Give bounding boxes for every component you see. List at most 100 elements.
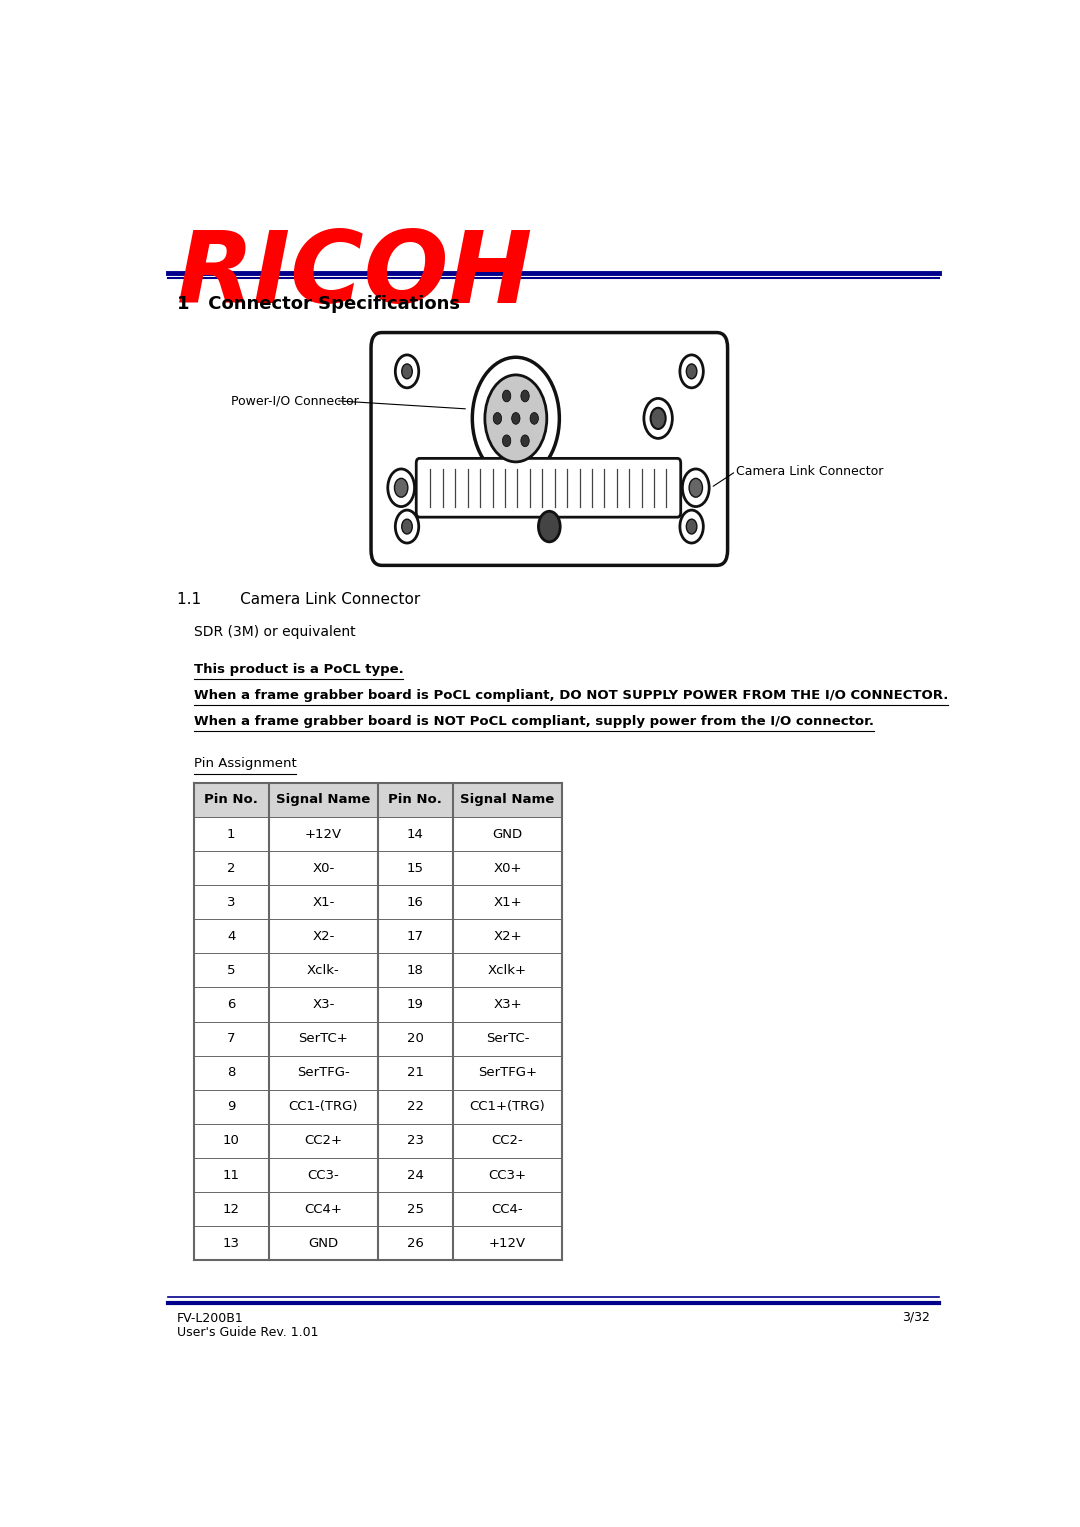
Text: SerTFG+: SerTFG+	[478, 1066, 537, 1080]
Text: CC1-(TRG): CC1-(TRG)	[288, 1101, 359, 1113]
Text: When a frame grabber board is PoCL compliant, DO NOT SUPPLY POWER FROM THE I/O C: When a frame grabber board is PoCL compl…	[193, 689, 948, 702]
Text: X3-: X3-	[312, 999, 335, 1011]
Bar	[193, 1226, 562, 1260]
Text: 10: 10	[222, 1135, 240, 1147]
Text: GND: GND	[492, 828, 523, 840]
Bar	[193, 953, 562, 988]
Text: 23: 23	[407, 1135, 423, 1147]
Circle shape	[502, 389, 511, 402]
Text: 21: 21	[407, 1066, 423, 1080]
Text: 9: 9	[227, 1101, 235, 1113]
Text: 4: 4	[227, 930, 235, 942]
Circle shape	[680, 354, 703, 388]
Text: Pin Assignment: Pin Assignment	[193, 757, 296, 770]
Text: When a frame grabber board is NOT PoCL compliant, supply power from the I/O conn: When a frame grabber board is NOT PoCL c…	[193, 715, 874, 728]
Text: SDR (3M) or equivalent: SDR (3M) or equivalent	[193, 626, 355, 640]
Text: This product is a PoCL type.: This product is a PoCL type.	[193, 663, 403, 676]
Text: RICOH: RICOH	[177, 226, 534, 324]
Text: +12V: +12V	[489, 1237, 526, 1249]
Text: 26: 26	[407, 1237, 423, 1249]
Bar	[193, 886, 562, 919]
Text: 8: 8	[227, 1066, 235, 1080]
Circle shape	[502, 435, 511, 447]
Circle shape	[394, 478, 408, 498]
Circle shape	[521, 389, 529, 402]
Text: CC3-: CC3-	[308, 1168, 339, 1182]
Circle shape	[521, 435, 529, 447]
Text: CC4-: CC4-	[491, 1203, 524, 1215]
Text: 18: 18	[407, 964, 423, 977]
Circle shape	[686, 363, 697, 379]
FancyBboxPatch shape	[372, 333, 728, 565]
Bar	[193, 1055, 562, 1090]
Text: CC4+: CC4+	[305, 1203, 342, 1215]
Text: Pin No.: Pin No.	[204, 794, 258, 806]
Bar	[193, 1124, 562, 1157]
Circle shape	[485, 376, 546, 461]
Text: 6: 6	[227, 999, 235, 1011]
Text: 20: 20	[407, 1032, 423, 1044]
Text: CC2-: CC2-	[491, 1135, 524, 1147]
Text: 5: 5	[227, 964, 235, 977]
Text: Power-I/O Connector: Power-I/O Connector	[231, 394, 359, 408]
Text: 25: 25	[407, 1203, 423, 1215]
Circle shape	[683, 469, 710, 507]
Text: 15: 15	[407, 861, 423, 875]
Text: +12V: +12V	[305, 828, 342, 840]
Text: 17: 17	[407, 930, 423, 942]
Text: SerTFG-: SerTFG-	[297, 1066, 350, 1080]
Text: 16: 16	[407, 896, 423, 909]
Text: Camera Link Connector: Camera Link Connector	[735, 464, 883, 478]
Text: X1+: X1+	[494, 896, 522, 909]
Bar	[193, 1090, 562, 1124]
Text: X3+: X3+	[494, 999, 522, 1011]
Text: 1.1        Camera Link Connector: 1.1 Camera Link Connector	[177, 592, 420, 608]
Bar	[193, 817, 562, 851]
Circle shape	[402, 363, 413, 379]
Circle shape	[650, 408, 665, 429]
Text: CC3+: CC3+	[488, 1168, 526, 1182]
Text: 11: 11	[222, 1168, 240, 1182]
Text: SerTC-: SerTC-	[486, 1032, 529, 1044]
Text: Pin No.: Pin No.	[389, 794, 443, 806]
Text: 24: 24	[407, 1168, 423, 1182]
Circle shape	[472, 357, 559, 479]
Text: 12: 12	[222, 1203, 240, 1215]
Text: Signal Name: Signal Name	[460, 794, 555, 806]
Text: CC2+: CC2+	[305, 1135, 342, 1147]
FancyBboxPatch shape	[416, 458, 680, 518]
Bar	[193, 1022, 562, 1055]
Text: 13: 13	[222, 1237, 240, 1249]
Text: 19: 19	[407, 999, 423, 1011]
Circle shape	[686, 519, 697, 534]
Text: 14: 14	[407, 828, 423, 840]
Text: 3: 3	[227, 896, 235, 909]
Text: 2: 2	[227, 861, 235, 875]
Circle shape	[494, 412, 501, 425]
Circle shape	[644, 399, 673, 438]
Text: FV-L200B1: FV-L200B1	[177, 1312, 244, 1325]
Text: Signal Name: Signal Name	[276, 794, 370, 806]
Bar	[193, 919, 562, 953]
Bar	[193, 851, 562, 886]
Circle shape	[530, 412, 539, 425]
Circle shape	[402, 519, 413, 534]
Text: 7: 7	[227, 1032, 235, 1044]
Text: Xclk-: Xclk-	[307, 964, 340, 977]
Text: Xclk+: Xclk+	[488, 964, 527, 977]
Text: 1: 1	[227, 828, 235, 840]
Text: CC1+(TRG): CC1+(TRG)	[470, 1101, 545, 1113]
Text: User's Guide Rev. 1.01: User's Guide Rev. 1.01	[177, 1325, 319, 1339]
Text: X2-: X2-	[312, 930, 335, 942]
Circle shape	[539, 512, 561, 542]
Text: X0-: X0-	[312, 861, 335, 875]
Text: X1-: X1-	[312, 896, 335, 909]
Bar	[193, 783, 562, 817]
Circle shape	[395, 510, 419, 544]
Circle shape	[388, 469, 415, 507]
Text: X2+: X2+	[494, 930, 522, 942]
Text: 1   Connector Specifications: 1 Connector Specifications	[177, 295, 460, 313]
Circle shape	[512, 412, 521, 425]
Circle shape	[689, 478, 702, 498]
Text: 3/32: 3/32	[902, 1310, 930, 1324]
